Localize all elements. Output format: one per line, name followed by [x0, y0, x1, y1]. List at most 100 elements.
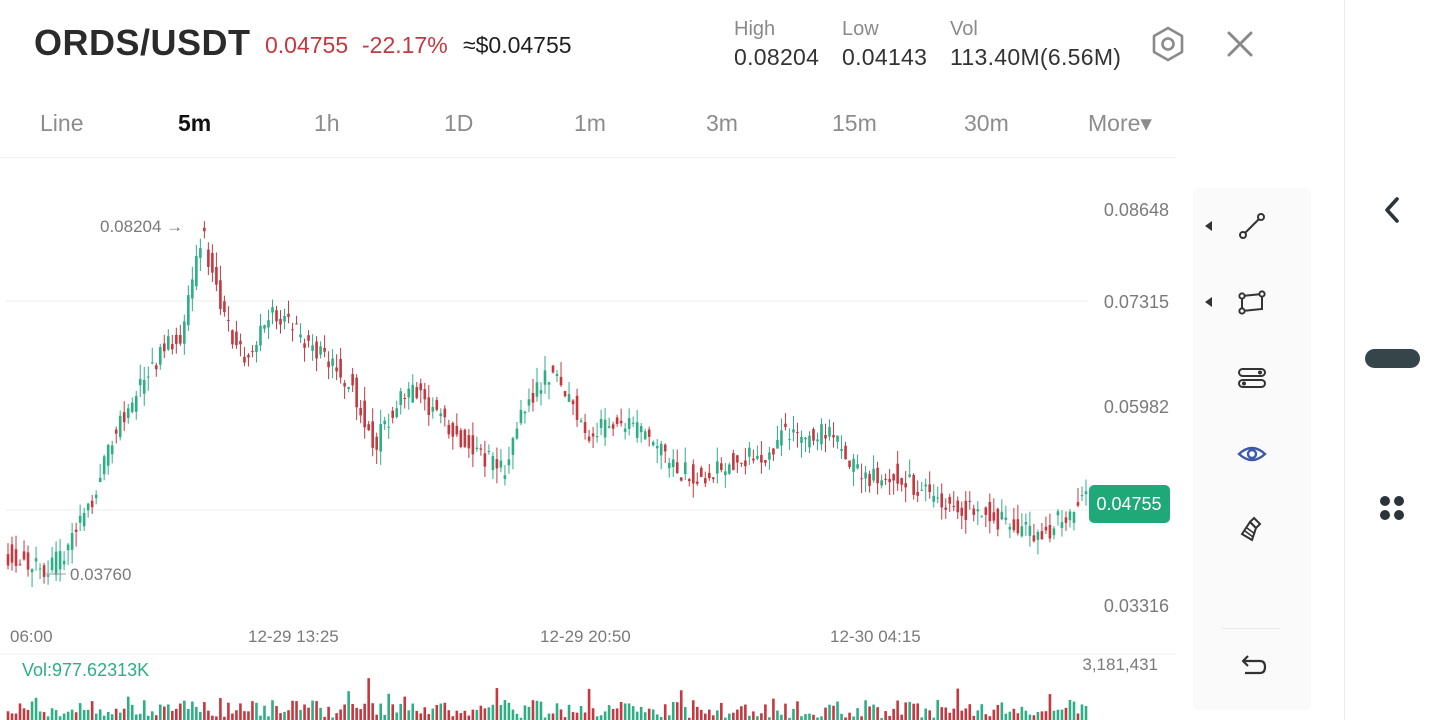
candle-body	[187, 295, 190, 326]
volume-bar	[944, 707, 948, 720]
candle-body	[343, 383, 346, 387]
tab-5m[interactable]: 5m	[178, 110, 212, 136]
volume-bar	[407, 710, 411, 720]
volume-bar	[623, 703, 627, 720]
candle-body	[744, 460, 747, 467]
candle-body	[627, 418, 631, 430]
volume-bar	[627, 703, 631, 720]
hexagon-settings-icon[interactable]	[1148, 24, 1188, 64]
volume-bar	[968, 704, 972, 720]
candle-body	[371, 421, 374, 448]
volume-bar	[559, 709, 563, 720]
tab-more[interactable]: More▾	[1088, 110, 1152, 136]
volume-bar	[307, 707, 310, 720]
volume-bar	[403, 696, 407, 720]
expand-caret-icon[interactable]	[1205, 221, 1212, 231]
candle-body	[659, 443, 663, 456]
tab-line[interactable]: Line	[40, 110, 84, 136]
candle-body	[307, 335, 310, 341]
volume-bar	[487, 707, 491, 720]
volume-bar	[716, 710, 719, 720]
volume-bar	[1068, 700, 1072, 720]
candle-body	[872, 468, 875, 481]
volume-bar	[162, 706, 166, 720]
grid-dots-icon[interactable]	[1372, 488, 1412, 528]
close-icon[interactable]	[1220, 24, 1260, 64]
volume-bar	[94, 713, 98, 720]
volume-bar	[832, 705, 835, 720]
volume-bar	[195, 706, 198, 720]
volume-bar	[503, 700, 507, 720]
volume-bar	[231, 713, 234, 720]
candle-body	[38, 568, 42, 570]
volume-bar	[699, 709, 703, 720]
candle-body	[1008, 526, 1012, 530]
candle-body	[171, 344, 174, 350]
tab-1d[interactable]: 1D	[444, 110, 474, 136]
volume-bar	[836, 701, 839, 720]
candle-body	[736, 455, 739, 463]
candle-body	[1004, 517, 1008, 520]
volume-bar	[952, 708, 956, 720]
tab-1h[interactable]: 1h	[314, 110, 340, 136]
tab-1m[interactable]: 1m	[574, 110, 606, 136]
candle-body	[924, 484, 927, 487]
candle-body	[1080, 495, 1084, 497]
rectangle-icon[interactable]	[1230, 280, 1274, 324]
candle-body	[150, 362, 154, 364]
candle-body	[868, 474, 871, 486]
candle-body	[1036, 531, 1040, 540]
candle-body	[375, 436, 378, 450]
candle-body	[703, 478, 707, 484]
candle-body	[952, 506, 956, 508]
tab-3m[interactable]: 3m	[706, 110, 738, 136]
volume-max-label: 3,181,431	[1082, 655, 1158, 674]
candle-body	[968, 500, 972, 502]
volume-bar	[106, 711, 110, 720]
candle-body	[295, 323, 298, 325]
candle-body	[792, 429, 795, 433]
candle-body	[984, 507, 988, 515]
candlestick-chart[interactable]: 0.08648 0.07315 0.05982 0.03316 0.04755 06:00…	[0, 158, 1180, 720]
volume-bar	[1060, 709, 1064, 720]
volume-bar	[695, 706, 699, 720]
candle-body	[58, 551, 62, 570]
tab-30m[interactable]: 30m	[964, 110, 1009, 136]
volume-bar	[884, 711, 887, 720]
trendline-icon[interactable]	[1230, 204, 1274, 248]
volume-bar	[519, 717, 523, 720]
candle-body	[1052, 528, 1056, 536]
volume-bar	[772, 698, 775, 720]
volume-bar	[920, 717, 923, 720]
candle-body	[82, 512, 86, 527]
eraser-icon[interactable]	[1230, 508, 1274, 552]
candle-body	[10, 544, 14, 563]
undo-icon[interactable]	[1230, 644, 1274, 688]
volume-bar	[459, 713, 463, 720]
candle-body	[1028, 525, 1032, 536]
candle-body	[34, 558, 38, 562]
volume-bar	[543, 717, 547, 720]
candle-body	[423, 389, 427, 400]
volume-bar	[167, 704, 170, 720]
parallel-channel-icon[interactable]	[1230, 356, 1274, 400]
volume-bar	[359, 709, 362, 720]
drag-handle[interactable]	[1365, 349, 1420, 368]
volume-bar	[299, 709, 302, 720]
volume-bar	[683, 707, 687, 720]
candle-body	[479, 448, 483, 450]
candle-body	[944, 507, 948, 510]
tab-15m[interactable]: 15m	[832, 110, 877, 136]
chevron-left-icon[interactable]	[1372, 190, 1412, 230]
candle-body	[62, 560, 66, 565]
volume-bar	[287, 710, 290, 720]
candle-body	[547, 382, 551, 385]
expand-caret-icon[interactable]	[1205, 297, 1212, 307]
candle-body	[435, 399, 439, 410]
volume-bar	[247, 711, 250, 720]
volume-bar	[840, 713, 843, 720]
candle-body	[772, 448, 775, 455]
eye-icon[interactable]	[1230, 432, 1274, 476]
vol-value: 113.40M(6.56M)	[950, 44, 1122, 70]
candle-body	[728, 464, 731, 474]
